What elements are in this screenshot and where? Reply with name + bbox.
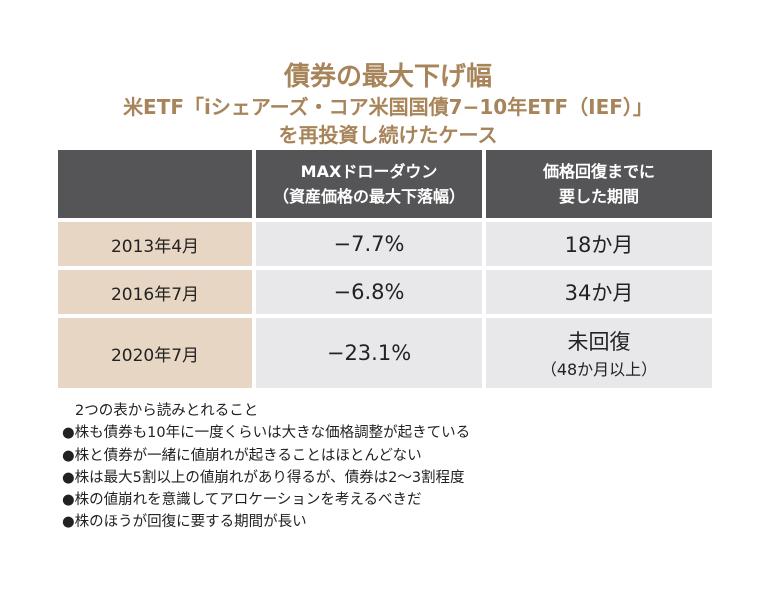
bullet-icon: ●	[62, 469, 75, 486]
list-item: ●株と債券が一緒に値崩れが起きることはほとんどない	[62, 445, 470, 467]
header-recovery-line2: 要した期間	[558, 187, 639, 206]
list-item: ●株の値崩れを意識してアロケーションを考えるべきだ	[62, 489, 470, 511]
row-recovery: 18か月	[486, 222, 712, 266]
list-item: ●株も債券も10年に一度くらいは大きな価格調整が起きている	[62, 422, 470, 444]
header-empty	[58, 150, 252, 218]
row-date: 2020年7月	[58, 318, 252, 388]
row-recovery: 34か月	[486, 270, 712, 314]
subtitle-line1: 米ETF「iシェアーズ・コア米国国債7−10年ETF（IEF）」	[123, 95, 653, 119]
row-drawdown: −6.8%	[256, 270, 482, 314]
bullet-icon: ●	[62, 514, 75, 531]
header-recovery: 価格回復までに 要した期間	[486, 150, 712, 218]
recovery-status: 未回復	[567, 330, 631, 354]
notes-heading: 2つの表から読みとれること	[75, 403, 259, 419]
notes-list: 2つの表から読みとれること ●株も債券も10年に一度くらいは大きな価格調整が起き…	[62, 400, 470, 534]
subtitle-line2: を再投資し続けたケース	[278, 123, 498, 147]
list-item-text: 株は最大5割以上の値崩れがあり得るが、債券は2〜3割程度	[74, 469, 465, 486]
list-item-text: 株も債券も10年に一度くらいは大きな価格調整が起きている	[74, 425, 471, 442]
row-recovery: 未回復 （48か月以上）	[486, 318, 712, 388]
list-item: ●株は最大5割以上の値崩れがあり得るが、債券は2〜3割程度	[62, 467, 470, 489]
bullet-icon: ●	[62, 492, 75, 509]
list-item-text: 株と債券が一緒に値崩れが起きることはほとんどない	[74, 447, 422, 464]
list-item-text: 株のほうが回復に要する期間が長い	[74, 514, 307, 531]
header-drawdown: MAXドローダウン （資産価格の最大下落幅）	[256, 150, 482, 218]
list-item-text: 株の値崩れを意識してアロケーションを考えるべきだ	[74, 492, 422, 509]
row-drawdown: −23.1%	[256, 318, 482, 388]
bullet-icon: ●	[62, 425, 75, 442]
header-drawdown-line2: （資産価格の最大下落幅）	[272, 187, 465, 206]
header-recovery-line1: 価格回復までに	[542, 162, 655, 181]
row-date: 2013年4月	[58, 222, 252, 266]
recovery-note: （48か月以上）	[540, 360, 658, 379]
list-item: ●株のほうが回復に要する期間が長い	[62, 511, 470, 533]
row-drawdown: −7.7%	[256, 222, 482, 266]
page-title: 債券の最大下げ幅	[283, 62, 492, 92]
bullet-icon: ●	[62, 447, 75, 464]
row-date: 2016年7月	[58, 270, 252, 314]
header-drawdown-line1: MAXドローダウン	[300, 162, 438, 181]
